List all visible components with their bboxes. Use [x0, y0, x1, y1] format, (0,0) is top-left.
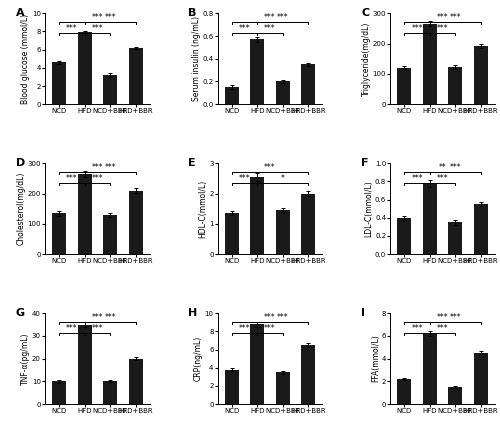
Text: ***: ***	[104, 13, 116, 22]
Y-axis label: FFA(mmol/L): FFA(mmol/L)	[372, 335, 380, 382]
Bar	[250, 177, 264, 254]
Bar	[52, 63, 66, 104]
Bar	[448, 67, 462, 104]
Text: A: A	[16, 8, 24, 18]
Y-axis label: HDL-C(mmol/L): HDL-C(mmol/L)	[198, 179, 207, 238]
Text: ***: ***	[437, 24, 448, 33]
Bar	[448, 387, 462, 404]
Bar	[302, 194, 316, 254]
Text: ***: ***	[412, 324, 423, 333]
Text: ***: ***	[92, 163, 103, 172]
Text: ***: ***	[450, 163, 461, 172]
Text: ***: ***	[264, 13, 276, 22]
Text: ***: ***	[66, 24, 78, 33]
Bar	[128, 359, 142, 404]
Text: ***: ***	[277, 13, 288, 22]
Y-axis label: Triglyceride(mg/dL): Triglyceride(mg/dL)	[362, 22, 372, 96]
Text: ***: ***	[450, 313, 461, 322]
Text: ***: ***	[264, 24, 276, 33]
Text: C: C	[361, 8, 369, 18]
Bar	[302, 345, 316, 404]
Text: ***: ***	[437, 174, 448, 183]
Text: ***: ***	[92, 13, 103, 22]
Text: ***: ***	[92, 313, 103, 322]
Bar	[128, 190, 142, 254]
Bar	[474, 204, 488, 254]
Bar	[52, 213, 66, 254]
Bar	[423, 333, 437, 404]
Text: I: I	[361, 308, 365, 318]
Y-axis label: CRP(ng/mL): CRP(ng/mL)	[194, 336, 203, 381]
Bar	[103, 381, 117, 404]
Text: ***: ***	[66, 324, 78, 333]
Bar	[250, 324, 264, 404]
Y-axis label: Blood glucose (mmol/L): Blood glucose (mmol/L)	[22, 14, 30, 104]
Text: ***: ***	[238, 24, 250, 33]
Text: ***: ***	[264, 313, 276, 322]
Bar	[52, 381, 66, 404]
Bar	[423, 24, 437, 104]
Text: G: G	[16, 308, 25, 318]
Bar	[224, 213, 238, 254]
Bar	[398, 68, 411, 104]
Bar	[78, 325, 92, 404]
Bar	[448, 222, 462, 254]
Bar	[128, 48, 142, 104]
Bar	[276, 210, 290, 254]
Text: *: *	[281, 174, 284, 183]
Bar	[423, 183, 437, 254]
Text: ***: ***	[92, 24, 103, 33]
Text: ***: ***	[437, 13, 448, 22]
Bar	[474, 46, 488, 104]
Y-axis label: Serum insulin (ng/mL): Serum insulin (ng/mL)	[192, 16, 201, 101]
Text: ***: ***	[92, 324, 103, 333]
Bar	[103, 75, 117, 104]
Text: ***: ***	[104, 163, 116, 172]
Text: ***: ***	[277, 313, 288, 322]
Text: ***: ***	[412, 174, 423, 183]
Text: ***: ***	[66, 174, 78, 183]
Y-axis label: LDL-C(mmol/L): LDL-C(mmol/L)	[364, 180, 374, 237]
Y-axis label: Cholesterol(mg/dL): Cholesterol(mg/dL)	[17, 172, 26, 246]
Text: ***: ***	[437, 324, 448, 333]
Text: ***: ***	[92, 174, 103, 183]
Text: F: F	[361, 158, 368, 168]
Text: ***: ***	[104, 313, 116, 322]
Text: D: D	[16, 158, 25, 168]
Bar	[398, 379, 411, 404]
Text: H: H	[188, 308, 198, 318]
Bar	[398, 218, 411, 254]
Bar	[276, 81, 290, 104]
Text: ***: ***	[264, 163, 276, 172]
Text: ***: ***	[437, 313, 448, 322]
Bar	[78, 32, 92, 104]
Y-axis label: TNF-α(pg/mL): TNF-α(pg/mL)	[22, 333, 30, 385]
Bar	[78, 174, 92, 254]
Bar	[302, 64, 316, 104]
Text: E: E	[188, 158, 196, 168]
Bar	[224, 87, 238, 104]
Text: ***: ***	[238, 324, 250, 333]
Text: ***: ***	[264, 324, 276, 333]
Text: ***: ***	[238, 174, 250, 183]
Text: ***: ***	[412, 24, 423, 33]
Text: **: **	[439, 163, 446, 172]
Bar	[250, 40, 264, 104]
Bar	[276, 372, 290, 404]
Bar	[224, 369, 238, 404]
Bar	[103, 215, 117, 254]
Text: ***: ***	[450, 13, 461, 22]
Text: B: B	[188, 8, 196, 18]
Bar	[474, 353, 488, 404]
